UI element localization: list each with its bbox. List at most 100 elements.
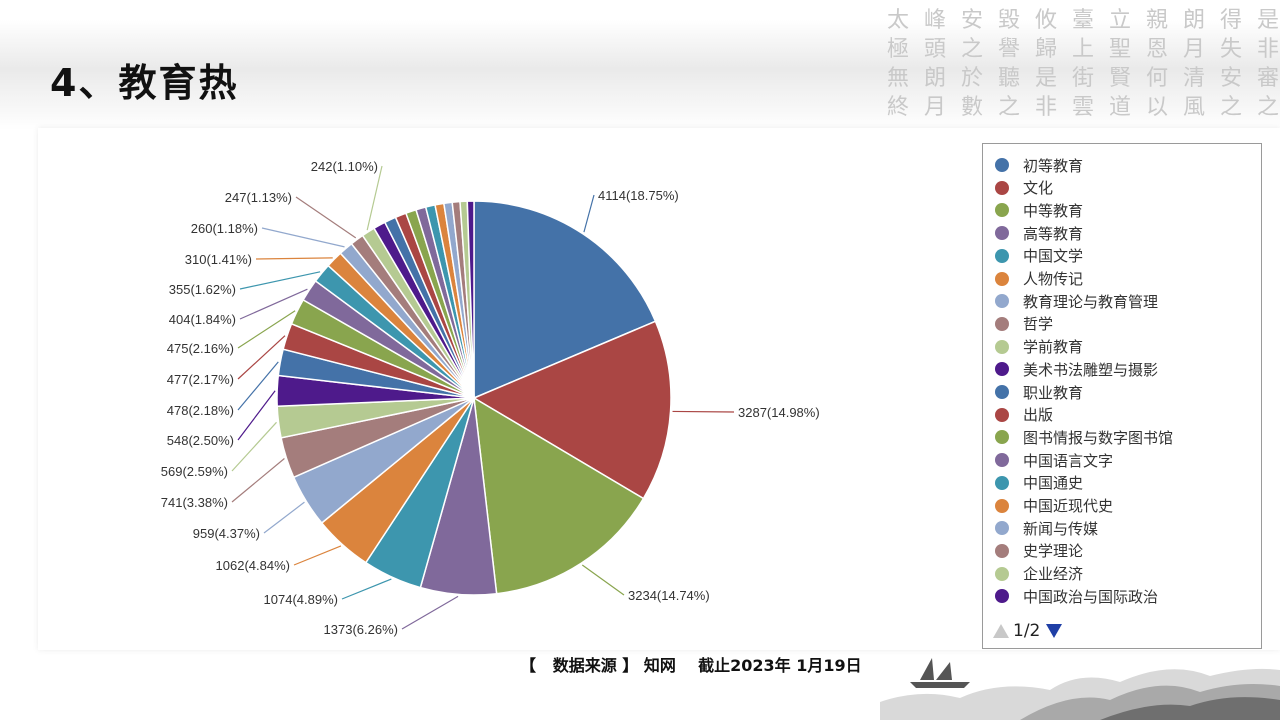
calligraphy-column: 攸歸是非 <box>1034 8 1057 120</box>
calligraphy-column: 太極無終 <box>886 8 909 120</box>
pie-leader-line <box>366 165 383 231</box>
pie-leader-line <box>237 310 296 349</box>
legend-swatch <box>995 543 1009 558</box>
legend-pager: 1/2 <box>993 620 1063 642</box>
legend-swatch <box>995 203 1009 218</box>
pie-data-label: 478(2.18%) <box>167 403 234 418</box>
legend-label: 文化 <box>1023 179 1054 198</box>
pie-data-label: 310(1.41%) <box>185 252 252 267</box>
calligraphy-column: 是非審之 <box>1256 8 1279 120</box>
calligraphy-column: 朗月清風 <box>1182 8 1205 120</box>
legend-swatch <box>995 271 1009 286</box>
legend-label: 企业经济 <box>1023 565 1084 584</box>
pie-data-label: 569(2.59%) <box>161 464 228 479</box>
calligraphy-column: 臺上街雲 <box>1071 8 1094 120</box>
legend-swatch <box>995 407 1009 422</box>
data-source-note: 【 数据来源 】 知网 截止2023年 1月19日 <box>520 656 862 675</box>
pie-slice[interactable] <box>473 200 657 400</box>
pie-slice[interactable] <box>466 200 475 399</box>
legend-item[interactable]: 中等教育 <box>995 199 1083 221</box>
legend-label: 中国文学 <box>1023 247 1084 266</box>
legend-item[interactable]: 高等教育 <box>995 222 1083 244</box>
legend-item[interactable]: 人物传记 <box>995 268 1083 290</box>
legend-label: 教育理论与教育管理 <box>1023 292 1159 311</box>
pie-data-label: 959(4.37%) <box>193 526 260 541</box>
legend-item[interactable]: 哲学 <box>995 313 1053 335</box>
pie-slice[interactable] <box>473 396 645 595</box>
calligraphy-column: 安之於數 <box>960 8 983 120</box>
legend-swatch <box>995 566 1009 581</box>
legend-label: 出版 <box>1023 406 1054 425</box>
legend-label: 中国语言文字 <box>1023 451 1114 470</box>
legend-item[interactable]: 初等教育 <box>995 154 1083 176</box>
triangle-up-icon[interactable] <box>993 624 1009 638</box>
pie-data-label: 548(2.50%) <box>167 433 234 448</box>
legend-item[interactable]: 图书情报与数字图书馆 <box>995 426 1173 448</box>
legend-swatch <box>995 498 1009 513</box>
legend-item[interactable]: 学前教育 <box>995 336 1083 358</box>
pie-leader-line <box>239 271 321 290</box>
legend-list: 初等教育文化中等教育高等教育中国文学人物传记教育理论与教育管理 哲学学前教育 美术书… <box>983 152 1261 610</box>
calligraphy-watermark: 是非審之 得失安之 朗月清風 親恩何以 立聖賢道 臺上街雲 攸歸是非 毀譽聽之 安之於數 峰頭朗月… <box>870 6 1280 124</box>
legend-swatch <box>995 180 1009 195</box>
pie-leader-line <box>231 421 277 472</box>
mountain-landscape-decoration <box>880 658 1280 720</box>
pie-data-label: 404(1.84%) <box>169 312 236 327</box>
pie-data-label: 260(1.18%) <box>191 221 258 236</box>
legend-item[interactable]: 中国语言文字 <box>995 449 1113 471</box>
pie-chart: 4114(18.75%) 3287(14.98%) 3234(14.74%) 1373… <box>161 159 820 637</box>
pie-data-label: 242(1.10%) <box>311 159 378 174</box>
triangle-down-icon[interactable] <box>1046 624 1063 638</box>
legend-swatch <box>995 362 1009 377</box>
calligraphy-column: 立聖賢道 <box>1108 8 1131 120</box>
pie-slice[interactable] <box>472 320 672 500</box>
legend-item[interactable]: 美术书法雕塑与摄影 <box>995 358 1158 380</box>
legend-label: 哲学 <box>1023 315 1054 334</box>
legend-item[interactable]: 出版 <box>995 404 1053 426</box>
legend-item[interactable]: 职业教育 <box>995 381 1083 403</box>
pie-leader-line <box>581 564 625 596</box>
legend-item[interactable]: 中国文学 <box>995 245 1083 267</box>
legend-item[interactable]: 中国政治与国际政治 <box>995 585 1158 607</box>
legend-swatch <box>995 294 1009 309</box>
legend-item[interactable] <box>995 608 1023 610</box>
legend-swatch <box>995 453 1009 468</box>
legend-item[interactable]: 文化 <box>995 177 1053 199</box>
legend-label: 图书情报与数字图书馆 <box>1023 428 1174 447</box>
legend-item[interactable]: 企业经济 <box>995 563 1083 585</box>
pie-data-label: 1062(4.84%) <box>216 558 290 573</box>
legend-swatch <box>995 316 1009 331</box>
legend-label: 中国通史 <box>1023 474 1084 493</box>
pie-leader-line <box>261 227 345 248</box>
pie-leader-line <box>401 595 459 630</box>
legend-swatch <box>995 248 1009 263</box>
legend-label: 中国政治与国际政治 <box>1023 587 1159 606</box>
legend-label: 学前教育 <box>1023 338 1084 357</box>
pie-leader-line <box>237 361 279 411</box>
legend-item[interactable]: 教育理论与教育管理 <box>995 290 1158 312</box>
pie-data-label: 1373(6.26%) <box>324 622 398 637</box>
calligraphy-column: 得失安之 <box>1219 8 1242 120</box>
legend-item[interactable]: 史学理论 <box>995 540 1083 562</box>
pie-leader-line <box>237 390 276 441</box>
pie-leader-line <box>263 501 305 534</box>
pie-data-label: 3287(14.98%) <box>738 405 820 420</box>
header-mist-decoration <box>0 20 1280 130</box>
pie-leader-line <box>237 335 286 380</box>
pie-leader-line <box>583 194 595 233</box>
pie-data-label: 4114(18.75%) <box>598 188 679 203</box>
legend-item[interactable]: 中国近现代史 <box>995 495 1113 517</box>
legend-item[interactable]: 新闻与传媒 <box>995 517 1098 539</box>
legend-swatch <box>995 475 1009 490</box>
legend-swatch <box>995 158 1009 172</box>
legend-label: 人物传记 <box>1023 270 1084 288</box>
pie-leader-line <box>295 196 357 239</box>
pie-data-label: 475(2.16%) <box>167 341 234 356</box>
legend-swatch <box>995 385 1009 399</box>
legend-swatch <box>995 589 1009 604</box>
pie-leader-line <box>341 578 392 600</box>
legend-swatch <box>995 430 1009 445</box>
pie-data-label: 247(1.13%) <box>225 190 292 205</box>
legend-item[interactable]: 中国通史 <box>995 472 1083 494</box>
legend-label: 中等教育 <box>1023 201 1084 220</box>
